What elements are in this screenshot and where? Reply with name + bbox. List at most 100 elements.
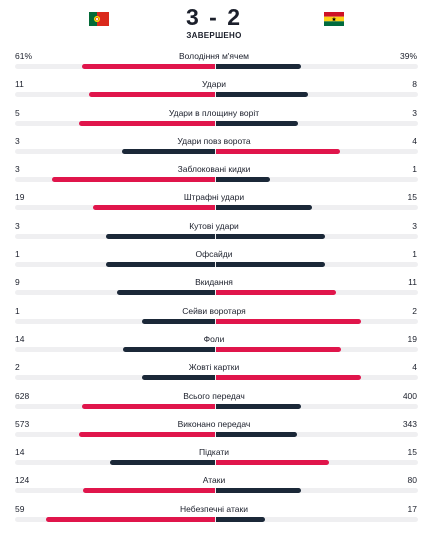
stats-list: 61% Володіння м'ячем 39% 11 Удари 8 5 Удари в п…	[0, 47, 428, 528]
stat-home-bar	[93, 205, 215, 211]
match-score: 3 - 2	[185, 4, 243, 30]
stat-label: Удари в площину воріт	[168, 107, 260, 118]
stat-away-bar	[216, 205, 312, 211]
stat-label: Заблоковані кидки	[177, 164, 251, 175]
stat-away-value: 39%	[399, 51, 417, 61]
stat-row: 628 Всього передач 400	[0, 387, 428, 415]
stat-away-bar	[216, 431, 297, 437]
stat-away-value: 11	[408, 277, 417, 288]
stat-label: Штрафні удари	[183, 192, 245, 203]
stat-home-bar	[142, 375, 215, 381]
stat-row: 14 Фоли 19	[0, 330, 428, 358]
stat-away-bar	[216, 177, 270, 183]
stat-label: Удари	[202, 79, 226, 90]
stat-label: Підкати	[198, 447, 230, 458]
stat-away-value: 1	[412, 249, 417, 260]
stat-away-value: 400	[402, 390, 417, 401]
stat-home-value: 1	[15, 305, 20, 316]
stat-row: 3 Заблоковані кидки 1	[0, 160, 428, 188]
stat-row: 59 Небезпечні атаки 17	[0, 500, 428, 528]
stat-away-value: 80	[407, 475, 417, 486]
stat-home-value: 14	[15, 333, 25, 344]
stat-label: Жовті картки	[188, 362, 240, 373]
stat-home-bar	[89, 92, 215, 98]
stat-row: 1 Офсайди 1	[0, 245, 428, 273]
stat-home-bar	[82, 64, 215, 69]
match-header: 3 - 2 ЗАВЕРШЕНО	[0, 0, 428, 47]
stat-home-bar	[79, 120, 215, 126]
stat-label: Фоли	[203, 333, 225, 344]
stat-home-bar	[52, 177, 215, 183]
stat-home-value: 1	[15, 249, 20, 260]
stat-home-bar	[110, 460, 215, 466]
stat-home-value: 124	[15, 475, 30, 486]
stat-home-bar	[117, 290, 215, 296]
stat-home-value: 2	[15, 362, 20, 373]
stat-away-bar	[216, 403, 301, 409]
stat-row: 2 Жовті картки 4	[0, 358, 428, 386]
stat-row: 5 Удари в площину воріт 3	[0, 104, 428, 132]
stat-label: Атаки	[202, 475, 226, 486]
stat-home-bar	[106, 262, 215, 268]
stat-away-value: 4	[412, 362, 417, 373]
stat-row: 3 Кутові удари 3	[0, 217, 428, 245]
stat-away-value: 343	[402, 418, 417, 429]
stat-home-value: 59	[15, 503, 25, 514]
stat-home-value: 11	[15, 79, 24, 90]
stat-away-value: 19	[407, 333, 417, 344]
stat-away-bar	[216, 92, 308, 98]
stat-row: 19 Штрафні удари 15	[0, 188, 428, 216]
stat-home-value: 3	[15, 220, 20, 231]
stat-home-value: 3	[15, 135, 20, 146]
stat-home-bar	[82, 403, 215, 409]
stat-away-value: 3	[412, 107, 417, 118]
stat-away-bar	[216, 290, 336, 296]
stat-row: 11 Удари 8	[0, 75, 428, 103]
stat-home-value: 5	[15, 107, 20, 118]
stat-home-bar	[83, 488, 215, 494]
stat-away-bar	[216, 262, 325, 268]
stat-home-bar	[123, 346, 215, 352]
stat-home-value: 3	[15, 164, 20, 175]
stat-away-value: 3	[412, 220, 417, 231]
ghana-flag-icon[interactable]	[324, 12, 344, 26]
stat-away-bar	[216, 375, 361, 381]
stat-home-bar	[122, 148, 215, 154]
stat-away-bar	[216, 233, 325, 239]
portugal-flag-icon[interactable]	[89, 12, 109, 26]
stat-away-value: 8	[412, 79, 417, 90]
stat-label: Вкидання	[195, 277, 233, 288]
stat-away-bar	[216, 460, 329, 466]
stat-home-bar	[142, 318, 215, 324]
stat-row: 3 Удари повз ворота 4	[0, 132, 428, 160]
stat-home-value: 14	[15, 447, 25, 458]
stat-away-bar	[216, 488, 301, 494]
stat-home-value: 573	[15, 418, 30, 429]
stat-row: 14 Підкати 15	[0, 443, 428, 471]
stat-away-bar	[216, 318, 361, 324]
match-status: ЗАВЕРШЕНО	[186, 31, 242, 40]
stat-label: Виконано передач	[177, 418, 251, 429]
stat-row: 124 Атаки 80	[0, 471, 428, 499]
stat-label: Кутові удари	[189, 220, 239, 231]
stat-label: Небезпечні атаки	[180, 503, 248, 514]
stat-home-value: 628	[15, 390, 30, 401]
stat-away-bar	[216, 516, 265, 522]
stat-label: Сейви воротаря	[182, 305, 246, 316]
stat-away-value: 4	[412, 135, 417, 146]
stat-home-bar	[106, 233, 215, 239]
stat-home-value: 19	[15, 192, 25, 203]
stat-away-value: 17	[407, 503, 417, 514]
stat-label: Володіння м'ячем	[178, 51, 250, 61]
stat-home-value: 9	[15, 277, 20, 288]
stat-away-bar	[216, 346, 341, 352]
stat-label: Всього передач	[183, 390, 245, 401]
stat-away-bar	[216, 64, 301, 69]
stat-row: 573 Виконано передач 343	[0, 415, 428, 443]
stat-home-bar	[79, 431, 215, 437]
stat-row: 61% Володіння м'ячем 39%	[0, 47, 428, 75]
stat-away-value: 15	[407, 192, 417, 203]
stat-label: Удари повз ворота	[177, 135, 251, 146]
stat-away-value: 15	[407, 447, 417, 458]
stat-home-bar	[46, 516, 215, 522]
